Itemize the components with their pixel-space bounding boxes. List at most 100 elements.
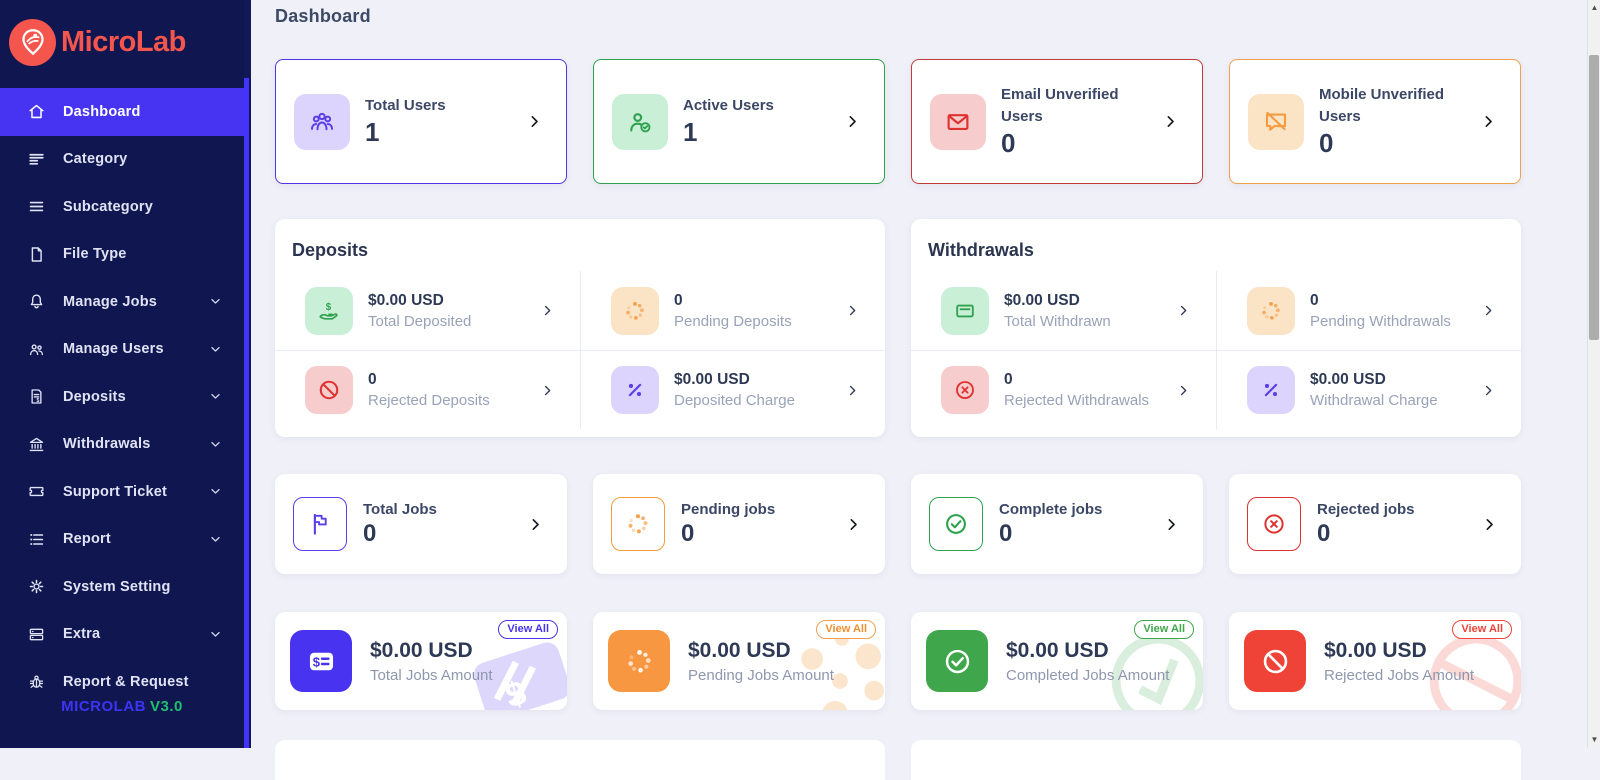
sidebar-item-dashboard[interactable]: Dashboard [0, 88, 244, 136]
check-circle-icon [929, 497, 983, 551]
ticket-icon [27, 482, 46, 501]
main-content: Dashboard Total Users 1 Active Users 1 E… [251, 0, 1587, 748]
deposited-charge-cell[interactable]: $0.00 USD Deposited Charge [580, 350, 885, 429]
hand-dollar-icon [305, 287, 353, 335]
sidebar-item-support-ticket[interactable]: Support Ticket [0, 468, 244, 516]
chevron-down-icon [209, 390, 222, 403]
chevron-right-icon [1482, 384, 1495, 397]
withdrawals-panel: Withdrawals $0.00 USD Total Withdrawn 0 … [911, 219, 1521, 437]
chevron-down-icon [209, 295, 222, 308]
total-jobs-card[interactable]: Total Jobs 0 [275, 474, 567, 574]
withdrawals-panel-title: Withdrawals [928, 240, 1034, 261]
chevron-right-icon [846, 384, 859, 397]
sidebar-scrollbar-thumb[interactable] [244, 78, 249, 748]
view-all-button[interactable]: View All [498, 620, 558, 639]
rejected-jobs-card[interactable]: Rejected jobs 0 [1229, 474, 1521, 574]
invoice-icon [27, 387, 46, 406]
pending-jobs-card[interactable]: Pending jobs 0 [593, 474, 885, 574]
withdrawal-charge-cell[interactable]: $0.00 USD Withdrawal Charge [1216, 350, 1521, 429]
flag-icon [293, 497, 347, 551]
sidebar-item-extra[interactable]: Extra [0, 611, 244, 659]
chat-slash-icon [1248, 94, 1304, 150]
report-icon [27, 530, 46, 549]
sidebar-item-manage-jobs[interactable]: Manage Jobs [0, 278, 244, 326]
scroll-down-arrow[interactable]: ▼ [1588, 733, 1600, 747]
total-withdrawn-cell[interactable]: $0.00 USD Total Withdrawn [911, 271, 1216, 350]
rejected-jobs-amount-card[interactable]: $0.00 USD Rejected Jobs Amount View All [1229, 612, 1521, 710]
bug-icon [27, 672, 46, 691]
pending-jobs-amount-card[interactable]: $0.00 USD Pending Jobs Amount View All [593, 612, 885, 710]
logo-text: MicroLab [61, 26, 186, 59]
chevron-right-icon [1481, 114, 1496, 129]
total-users-card[interactable]: Total Users 1 [275, 59, 567, 184]
percent-icon [611, 366, 659, 414]
chevron-down-icon [209, 628, 222, 641]
partial-panel [911, 740, 1521, 780]
amount-cards-row: $ $ $0.00 USD Total Jobs Amount View All… [275, 612, 1521, 710]
sidebar-scrollbar[interactable] [244, 0, 251, 748]
credit-card-icon [941, 287, 989, 335]
sidebar-item-category[interactable]: Category [0, 136, 244, 184]
deposits-panel-title: Deposits [292, 240, 368, 261]
view-all-button[interactable]: View All [1452, 620, 1512, 639]
sidebar-item-system-setting[interactable]: System Setting [0, 563, 244, 611]
sidebar-item-file-type[interactable]: File Type [0, 231, 244, 279]
spinner-icon [611, 287, 659, 335]
ban-icon [305, 366, 353, 414]
total-jobs-amount-card[interactable]: $ $ $0.00 USD Total Jobs Amount View All [275, 612, 567, 710]
page-scrollbar[interactable]: ▲ ▼ [1587, 0, 1600, 748]
app-logo[interactable]: MicroLab [0, 0, 244, 84]
chevron-down-icon [209, 343, 222, 356]
envelope-icon [930, 94, 986, 150]
chevron-right-icon [846, 517, 861, 532]
scrollbar-thumb[interactable] [1589, 55, 1599, 340]
partial-panels-row [275, 740, 1521, 780]
spinner-icon [611, 497, 665, 551]
chevron-down-icon [209, 485, 222, 498]
sidebar-nav: Dashboard Category Subcategory File Type… [0, 88, 244, 706]
sidebar-item-withdrawals[interactable]: Withdrawals [0, 421, 244, 469]
pending-withdrawals-cell[interactable]: 0 Pending Withdrawals [1216, 271, 1521, 350]
rejected-withdrawals-cell[interactable]: 0 Rejected Withdrawals [911, 350, 1216, 429]
sidebar-item-manage-users[interactable]: Manage Users [0, 326, 244, 374]
chevron-right-icon [1177, 384, 1190, 397]
sidebar-item-subcategory[interactable]: Subcategory [0, 183, 244, 231]
chevron-right-icon [1163, 114, 1178, 129]
deposits-panel: Deposits $0.00 USD Total Deposited 0 Pen… [275, 219, 885, 437]
home-icon [27, 102, 46, 121]
gear-icon [27, 577, 46, 596]
chevron-right-icon [528, 517, 543, 532]
ban-icon [1244, 630, 1306, 692]
total-deposited-cell[interactable]: $0.00 USD Total Deposited [275, 271, 580, 350]
percent-icon [1247, 366, 1295, 414]
completed-jobs-amount-card[interactable]: $0.00 USD Completed Jobs Amount View All [911, 612, 1203, 710]
rejected-deposits-cell[interactable]: 0 Rejected Deposits [275, 350, 580, 429]
view-all-button[interactable]: View All [1134, 620, 1194, 639]
user-check-icon [612, 94, 668, 150]
job-cards-row: Total Jobs 0 Pending jobs 0 Complete job… [275, 474, 1521, 574]
server-icon [27, 625, 46, 644]
chevron-right-icon [1177, 304, 1190, 317]
chevron-right-icon [846, 304, 859, 317]
invoice-dollar-icon: $ [290, 630, 352, 692]
check-circle-icon [926, 630, 988, 692]
view-all-button[interactable]: View All [816, 620, 876, 639]
page-title: Dashboard [275, 6, 371, 27]
mobile-unverified-card[interactable]: Mobile Unverified Users 0 [1229, 59, 1521, 184]
circle-x-icon [1247, 497, 1301, 551]
chevron-down-icon [209, 533, 222, 546]
sidebar-item-deposits[interactable]: Deposits [0, 373, 244, 421]
active-users-card[interactable]: Active Users 1 [593, 59, 885, 184]
sidebar-item-report[interactable]: Report [0, 516, 244, 564]
chevron-right-icon [1482, 304, 1495, 317]
chevron-right-icon [1482, 517, 1497, 532]
chevron-right-icon [527, 114, 542, 129]
panels-row: Deposits $0.00 USD Total Deposited 0 Pen… [275, 219, 1521, 437]
users-group-icon [294, 94, 350, 150]
pending-deposits-cell[interactable]: 0 Pending Deposits [580, 271, 885, 350]
complete-jobs-card[interactable]: Complete jobs 0 [911, 474, 1203, 574]
scroll-up-arrow[interactable]: ▲ [1588, 1, 1600, 15]
sidebar: MicroLab Dashboard Category Subcategory … [0, 0, 244, 748]
email-unverified-card[interactable]: Email Unverified Users 0 [911, 59, 1203, 184]
